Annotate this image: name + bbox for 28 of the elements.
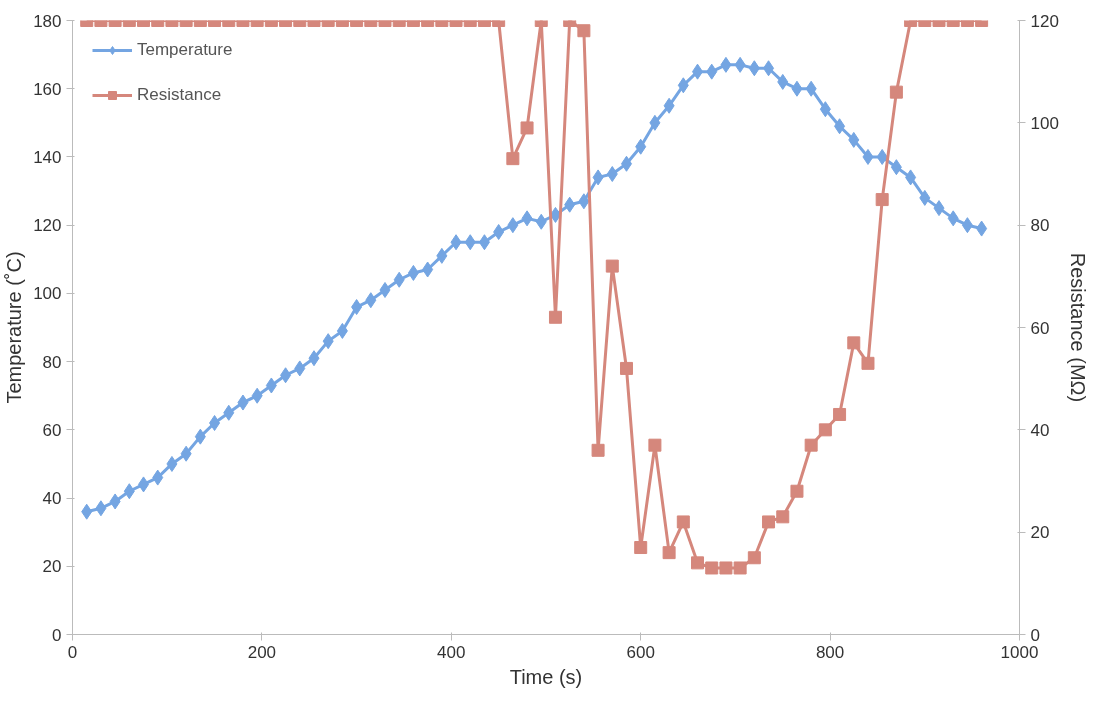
x-axis-title: Time (s) [509, 665, 583, 688]
y2-axis-title: Resistance (MΩ) [1066, 252, 1089, 403]
y2-tick-label: 120 [1030, 11, 1059, 31]
y-tick-label: 0 [52, 625, 62, 645]
y-tick-label: 20 [42, 557, 62, 577]
y2-tick-label: 20 [1030, 523, 1050, 543]
y-tick-label: 80 [42, 352, 62, 372]
y-tick-label: 40 [42, 489, 62, 509]
x-tick-label: 800 [815, 642, 845, 662]
y-tick-label: 100 [33, 284, 62, 304]
x-tick-label: 1000 [1000, 642, 1039, 662]
y2-tick-label: 40 [1030, 420, 1050, 440]
y-tick-label: 140 [33, 147, 62, 167]
x-tick-label: 200 [247, 642, 277, 662]
y2-tick-label: 60 [1030, 318, 1050, 338]
x-tick-label: 400 [437, 642, 466, 662]
legend-label: Resistance [137, 85, 222, 105]
y2-tick-label: 80 [1030, 216, 1050, 236]
x-tick-label: 600 [626, 642, 655, 662]
y-tick-label: 180 [33, 11, 62, 31]
y2-tick-label: 100 [1030, 113, 1059, 133]
y2-tick-label: 0 [1030, 625, 1040, 645]
y-tick-label: 160 [33, 79, 62, 99]
legend-label: Temperature [137, 40, 233, 60]
y-tick-label: 60 [42, 420, 62, 440]
y-axis-title: Temperature (˚C) [3, 251, 26, 404]
y-tick-label: 120 [33, 216, 62, 236]
x-tick-label: 0 [67, 642, 78, 662]
